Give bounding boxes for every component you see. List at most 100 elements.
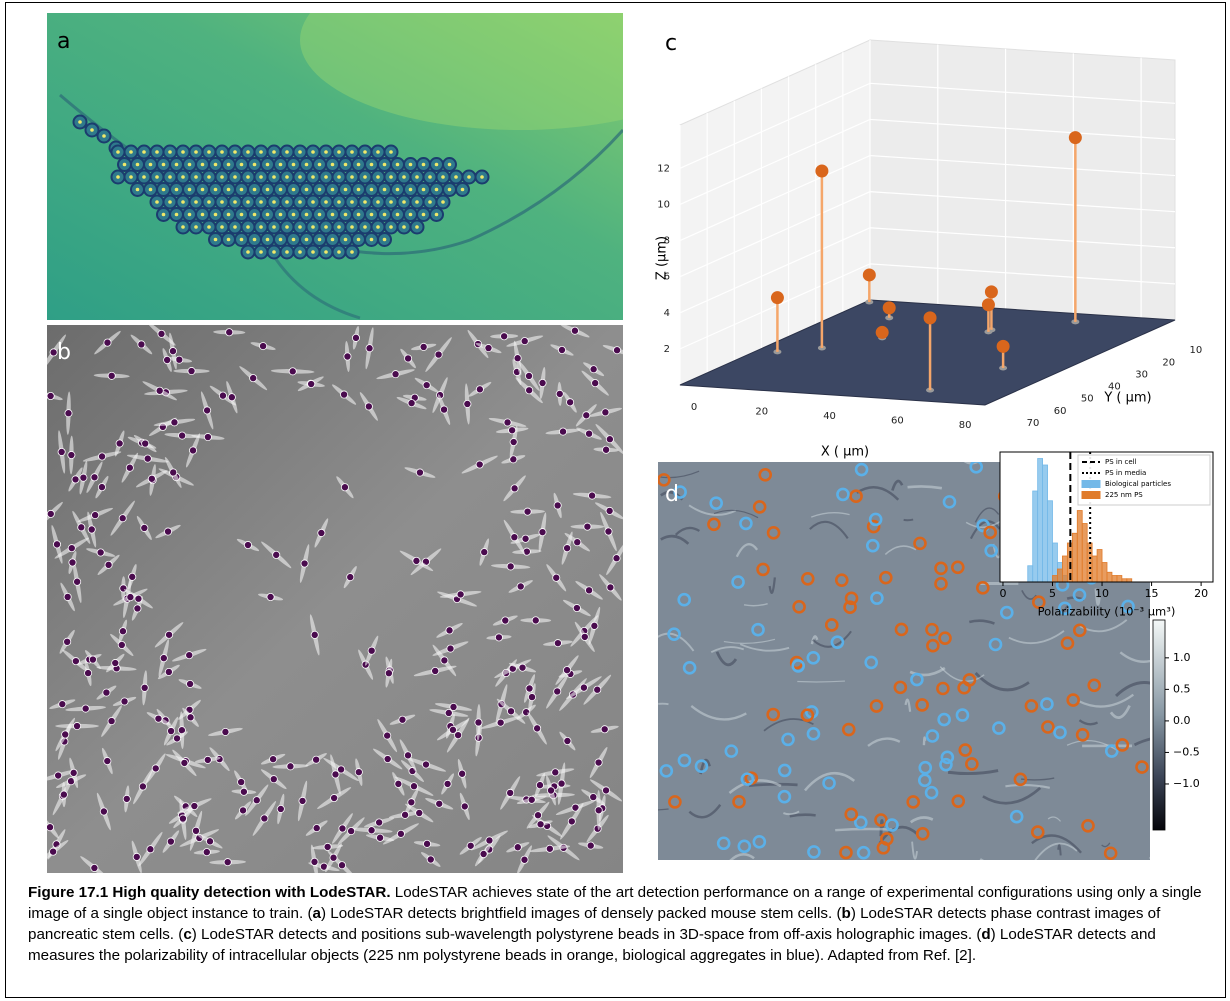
z-tick-label: 2 (664, 344, 670, 355)
detection-ring (906, 795, 921, 809)
detection-dot (118, 627, 127, 636)
detection-dot (555, 389, 564, 398)
detection-dot (337, 150, 341, 154)
texture-stroke (729, 853, 755, 860)
texture-stroke (1021, 589, 1037, 600)
detection-ring (950, 560, 965, 575)
texture-stroke (723, 638, 776, 644)
detection-dot (259, 200, 263, 204)
detection-dot (369, 187, 374, 192)
detection-dot (376, 200, 380, 204)
detection-dot (278, 237, 283, 242)
detection-dot (246, 175, 250, 179)
detection-dot (73, 577, 82, 586)
detection-dot (58, 700, 67, 709)
detection-dot (97, 483, 106, 492)
detection-dot (523, 507, 532, 516)
detection-ring (976, 518, 990, 533)
histogram-bar (1106, 571, 1113, 583)
texture-stroke (1109, 705, 1131, 719)
detection-dot (213, 187, 218, 192)
detection-dot (311, 150, 315, 154)
detection-dot (103, 338, 112, 347)
detection-ring (1053, 725, 1067, 740)
detection-dot (285, 150, 289, 154)
detection-dot (601, 408, 610, 417)
detection-dot (454, 175, 458, 179)
texture-stroke (911, 841, 918, 860)
detection-dot (567, 817, 576, 826)
detection-dot (181, 225, 185, 229)
texture-stroke (982, 786, 1042, 805)
detection-dot (324, 150, 328, 154)
detection-dot (259, 342, 268, 351)
colorbar-tick-label: 0.5 (1173, 682, 1191, 695)
detection-dot (233, 200, 237, 204)
histogram-bar (1052, 575, 1058, 583)
detection-dot (291, 162, 296, 167)
detection-ring (668, 795, 682, 809)
detection-dot (291, 212, 296, 217)
point (882, 301, 896, 315)
detection-ring (915, 698, 929, 712)
detection-dot (168, 150, 172, 154)
detection-dot (557, 345, 566, 354)
caption-title: Figure 17.1 High quality detection with … (28, 884, 391, 901)
detection-ring (849, 489, 863, 504)
texture-stroke (1119, 651, 1150, 663)
detection-dot (202, 848, 211, 857)
detection-dot (78, 120, 82, 124)
detection-dot (203, 406, 212, 415)
detection-dot (194, 200, 198, 204)
detection-ring (716, 836, 731, 851)
detection-ring (934, 577, 948, 591)
detection-dot (161, 162, 166, 167)
detection-ring (938, 631, 952, 645)
detection-dot (591, 379, 600, 388)
detection-dot (174, 162, 179, 167)
detection-ring (1072, 623, 1087, 638)
detection-dot (463, 399, 472, 408)
detection-dot (572, 604, 581, 613)
detection-dot (140, 523, 149, 532)
detection-dot (63, 592, 72, 601)
figure-frame (5, 2, 1226, 998)
detection-dot (249, 374, 258, 383)
detection-dot (415, 225, 419, 229)
detection-dot (140, 683, 149, 692)
detection-ring (707, 517, 721, 532)
detection-dot (448, 725, 457, 734)
y-tick-label: 40 (1108, 382, 1121, 393)
detection-dot (122, 162, 127, 167)
detection-dot (588, 491, 597, 500)
detection-dot (367, 826, 376, 835)
detection-dot (401, 810, 410, 819)
detection-dot (168, 175, 172, 179)
texture-stroke (739, 643, 790, 652)
detection-dot (402, 200, 406, 204)
x-tick-label: 15 (1145, 587, 1159, 600)
detection-dot (586, 841, 595, 850)
detection-dot (64, 409, 73, 418)
detection-dot (340, 483, 349, 492)
detection-dot (272, 150, 276, 154)
detection-dot (317, 187, 322, 192)
detection-dot (311, 225, 315, 229)
detection-dot (213, 212, 218, 217)
detection-dot (525, 371, 534, 380)
detection-ring (732, 794, 746, 809)
detection-dot (605, 506, 614, 515)
detection-dot (170, 418, 179, 427)
detection-dot (538, 528, 547, 537)
point (862, 268, 876, 282)
detection-dot (415, 468, 424, 477)
detection-dot (444, 708, 453, 717)
detection-dot (553, 501, 562, 510)
detection-dot (396, 829, 405, 838)
histogram-bar (1111, 575, 1118, 583)
panel-c-plot: 2 4 6 8 10 12 0 20 40 60 80 10 20 30 40 50 60 70 Z (μm) X (… (655, 39, 1202, 460)
detection-ring (822, 776, 836, 790)
texture-stroke (1005, 783, 1050, 789)
detection-ring (1121, 599, 1135, 614)
